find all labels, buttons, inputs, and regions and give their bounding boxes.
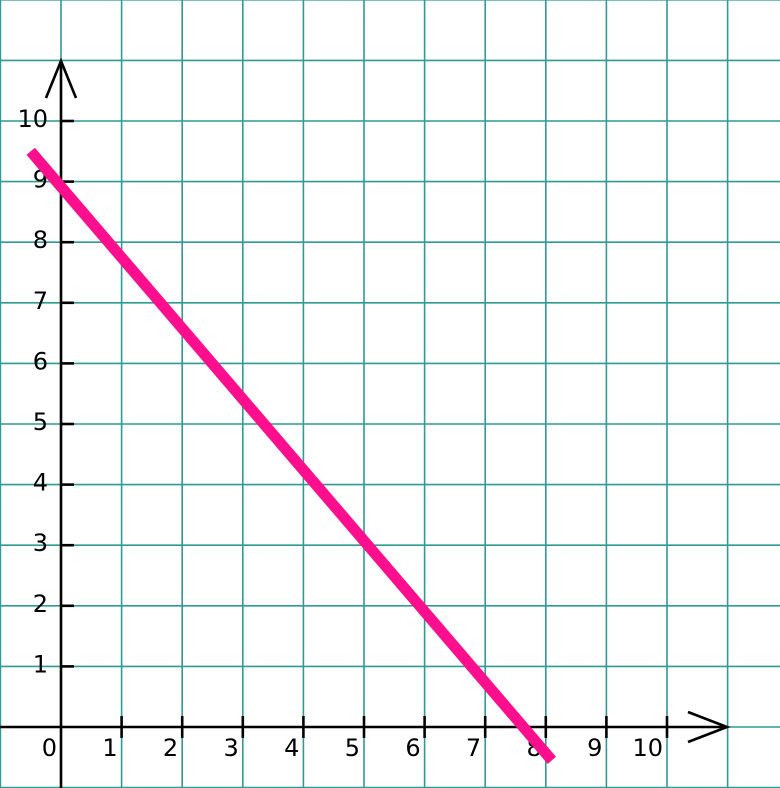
y-tick-label: 5	[33, 408, 48, 436]
x-tick-label: 9	[587, 734, 602, 762]
x-tick-label: 7	[466, 734, 481, 762]
y-tick-label: 8	[33, 226, 48, 254]
tick-marks	[61, 119, 669, 738]
data-series	[26, 147, 557, 764]
x-tick-label: 10	[632, 734, 663, 762]
x-tick-label: 5	[345, 734, 360, 762]
series-line	[26, 147, 557, 764]
x-tick-label: 1	[102, 734, 117, 762]
x-tick-label: 6	[405, 734, 420, 762]
y-tick-label: 7	[33, 287, 48, 315]
y-tick-label: 3	[33, 529, 48, 557]
y-tick-label: 2	[33, 590, 48, 618]
y-tick-label: 4	[33, 469, 48, 497]
y-tick-label: 10	[17, 105, 48, 133]
y-axis-arrowhead	[44, 57, 78, 99]
x-tick-label: 0	[42, 734, 57, 762]
y-tick-label: 6	[33, 347, 48, 375]
y-tick-label: 1	[33, 650, 48, 678]
x-tick-label: 3	[224, 734, 239, 762]
x-tick-label: 4	[284, 734, 299, 762]
x-tick-labels: 0 1 2 3 4 5 6 7 8 9 10	[42, 734, 663, 762]
x-axis-arrowhead	[687, 710, 731, 744]
x-tick-label: 2	[163, 734, 178, 762]
